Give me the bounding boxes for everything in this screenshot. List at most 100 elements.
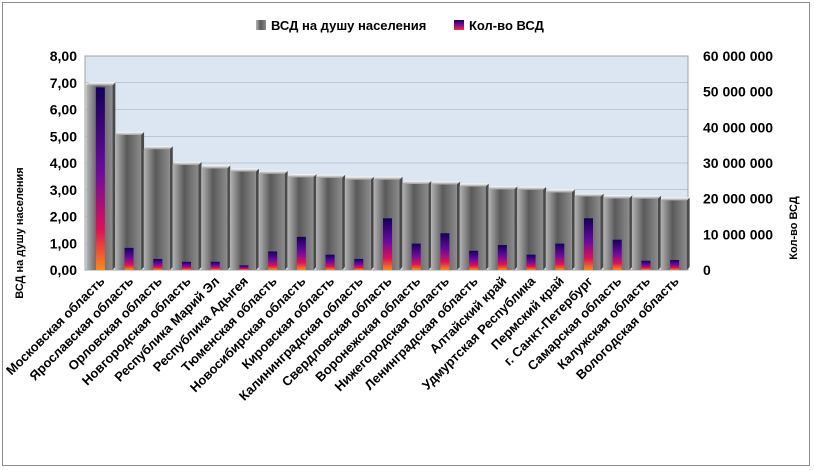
bar-gray-top — [459, 183, 489, 187]
bar-gray-side — [600, 193, 604, 270]
y-left-tick-label: 1,00 — [50, 235, 77, 251]
bar-gray-top — [172, 161, 202, 165]
bar-gray — [344, 179, 371, 270]
bar-blue — [612, 239, 622, 270]
chart-frame: ВСД на душу населения Кол-во ВСД 0,00 1,0… — [2, 2, 810, 466]
bar-gray-top — [316, 174, 346, 178]
bar-gray — [631, 198, 658, 270]
bar-gray-top — [574, 193, 604, 197]
bar-blue — [268, 251, 278, 270]
bar-gray-side — [571, 189, 575, 270]
bar-gray-side — [428, 180, 432, 270]
bar-blue — [124, 247, 134, 270]
bar-gray-top — [660, 197, 690, 201]
bar-gray — [115, 134, 142, 270]
bar-gray-side — [399, 176, 403, 270]
y-right-tick-label: 60 000 000 — [703, 48, 773, 64]
legend-label-0: ВСД на душу населения — [271, 18, 426, 33]
y-axis-right-ticks: 0 10 000 000 20 000 000 30 000 000 40 000 00… — [703, 48, 773, 278]
bar-gray-top — [545, 189, 575, 193]
bar-gray-top — [258, 170, 288, 174]
bar-blue — [526, 254, 536, 270]
y-left-tick-label: 2,00 — [50, 209, 77, 225]
bar-gray-side — [629, 195, 633, 270]
bar-blue — [383, 218, 392, 270]
bar-gray-top — [430, 181, 460, 185]
bar-gray-side — [169, 146, 173, 270]
bar-gray-side — [342, 174, 346, 270]
y-right-tick-label: 40 000 000 — [703, 119, 773, 135]
bar-gray-top — [143, 146, 173, 150]
bar-gray-side — [456, 181, 460, 270]
bar-gray-side — [313, 174, 317, 270]
y-left-tick-label: 8,00 — [50, 48, 77, 64]
bar-blue — [296, 236, 306, 270]
bar-gray-side — [370, 176, 374, 270]
bar-blue — [325, 254, 335, 270]
bar-gray-side — [141, 131, 145, 270]
bar-blue — [411, 243, 421, 270]
bar-gray-side — [227, 165, 231, 270]
bar-gray-top — [86, 82, 116, 86]
y-left-tick-label: 5,00 — [50, 128, 77, 144]
bar-gray-side — [686, 197, 690, 270]
bar-blue — [670, 260, 680, 270]
bar-gray-top — [402, 180, 432, 184]
bar-gray-side — [514, 186, 518, 270]
bar-gray-top — [488, 186, 518, 190]
bar-gray-top — [287, 174, 317, 178]
bar-gray-side — [284, 170, 288, 270]
bar-blue — [440, 233, 450, 270]
bar-gray-side — [112, 82, 116, 270]
y-left-tick-label: 7,00 — [50, 75, 77, 91]
bar-blue — [153, 258, 163, 270]
bar-gray — [143, 149, 170, 270]
bar-gray-top — [115, 131, 145, 135]
bar-blue — [555, 243, 565, 270]
y-left-tick-label: 4,00 — [50, 155, 77, 171]
bars — [86, 82, 690, 271]
bar-blue — [497, 245, 507, 270]
legend: ВСД на душу населения Кол-во ВСД — [256, 18, 545, 33]
legend-swatch-blue — [454, 20, 464, 30]
bar-gray-side — [485, 183, 489, 270]
y-right-tick-label: 30 000 000 — [703, 155, 773, 171]
y-left-tick-label: 6,00 — [50, 102, 77, 118]
bar-gray-top — [229, 168, 259, 172]
y-axis-left-ticks: 0,00 1,00 2,00 3,00 4,00 5,00 6,00 7,00 8,00 — [50, 48, 77, 278]
bar-gray-top — [517, 186, 547, 190]
bar-gray — [229, 171, 256, 270]
legend-label-1: Кол-во ВСД — [469, 18, 545, 33]
bar-gray — [316, 177, 343, 270]
y-left-tick-label: 3,00 — [50, 182, 77, 198]
bar-blue — [239, 265, 249, 270]
bar-gray-top — [631, 195, 661, 199]
y-axis-right-title: Кол-во ВСД — [788, 196, 800, 260]
y-right-tick-label: 10 000 000 — [703, 226, 773, 242]
y-right-tick-label: 50 000 000 — [703, 84, 773, 100]
bar-blue — [354, 258, 364, 270]
bar-blue — [641, 260, 651, 270]
bar-gray-side — [543, 186, 547, 270]
bar-gray — [172, 164, 199, 270]
bar-gray-top — [344, 176, 374, 180]
bar-gray-top — [603, 195, 633, 199]
chart: ВСД на душу населения Кол-во ВСД 0,00 1,0… — [3, 18, 800, 404]
bar-gray-side — [198, 161, 202, 270]
bar-blue — [182, 261, 191, 270]
y-right-tick-label: 0 — [703, 262, 711, 278]
bar-blue — [469, 250, 479, 270]
bar-gray-top — [201, 165, 231, 169]
y-right-tick-label: 20 000 000 — [703, 191, 773, 207]
bar-blue — [210, 261, 220, 270]
y-axis-left-title: ВСД на душу населения — [14, 167, 26, 298]
legend-swatch-gray — [256, 20, 266, 30]
bar-gray-top — [373, 176, 403, 180]
y-left-tick-label: 0,00 — [50, 262, 77, 278]
bar-gray-side — [255, 168, 259, 270]
bar-gray — [201, 168, 228, 270]
bar-blue — [584, 218, 593, 270]
bar-gray-side — [657, 195, 661, 270]
bar-gray — [660, 200, 687, 270]
